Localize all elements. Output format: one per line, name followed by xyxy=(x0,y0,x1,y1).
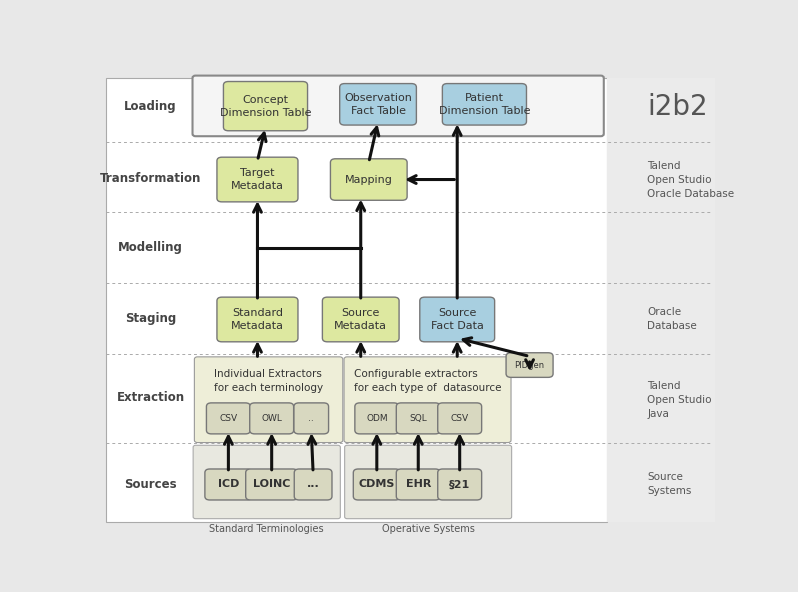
Text: Extraction: Extraction xyxy=(117,391,184,404)
Text: Patient
Dimension Table: Patient Dimension Table xyxy=(439,93,530,116)
FancyBboxPatch shape xyxy=(205,469,252,500)
FancyBboxPatch shape xyxy=(294,469,332,500)
FancyBboxPatch shape xyxy=(354,469,401,500)
Text: Concept
Dimension Table: Concept Dimension Table xyxy=(219,95,311,118)
Text: Talend
Open Studio
Java: Talend Open Studio Java xyxy=(647,381,712,419)
Text: OWL: OWL xyxy=(261,414,282,423)
Text: Observation
Fact Table: Observation Fact Table xyxy=(344,93,412,116)
Text: EHR: EHR xyxy=(405,480,431,490)
FancyBboxPatch shape xyxy=(193,445,340,519)
Text: Mapping: Mapping xyxy=(345,175,393,185)
Text: ...: ... xyxy=(306,480,319,490)
FancyBboxPatch shape xyxy=(217,297,298,342)
Text: CSV: CSV xyxy=(451,414,468,423)
FancyBboxPatch shape xyxy=(195,357,343,443)
FancyBboxPatch shape xyxy=(294,403,329,434)
FancyBboxPatch shape xyxy=(345,445,512,519)
FancyBboxPatch shape xyxy=(438,403,482,434)
Text: ODM: ODM xyxy=(366,414,388,423)
Text: Standard
Metadata: Standard Metadata xyxy=(231,308,284,331)
Text: PIDgen: PIDgen xyxy=(515,361,545,369)
FancyBboxPatch shape xyxy=(207,403,251,434)
Text: Modelling: Modelling xyxy=(118,242,183,255)
Text: Staging: Staging xyxy=(124,311,176,324)
Text: CSV: CSV xyxy=(219,414,238,423)
Text: Target
Metadata: Target Metadata xyxy=(231,168,284,191)
FancyBboxPatch shape xyxy=(442,83,527,125)
Text: LOINC: LOINC xyxy=(253,480,290,490)
FancyBboxPatch shape xyxy=(355,403,399,434)
FancyBboxPatch shape xyxy=(106,78,607,522)
Text: Individual Extractors
for each terminology: Individual Extractors for each terminolo… xyxy=(214,369,323,392)
FancyBboxPatch shape xyxy=(506,353,553,377)
FancyBboxPatch shape xyxy=(344,357,511,443)
FancyBboxPatch shape xyxy=(223,82,307,131)
Bar xyxy=(606,78,715,522)
FancyBboxPatch shape xyxy=(340,83,417,125)
Text: Standard Terminologies: Standard Terminologies xyxy=(209,524,324,534)
Text: Source
Fact Data: Source Fact Data xyxy=(431,308,484,331)
Text: ..: .. xyxy=(308,414,314,423)
Text: Configurable extractors
for each type of  datasource: Configurable extractors for each type of… xyxy=(354,369,501,392)
FancyBboxPatch shape xyxy=(217,157,298,202)
FancyBboxPatch shape xyxy=(192,76,604,136)
Text: SQL: SQL xyxy=(409,414,427,423)
Text: Oracle
Database: Oracle Database xyxy=(647,307,697,332)
Text: Source
Metadata: Source Metadata xyxy=(334,308,387,331)
Text: §21: §21 xyxy=(449,480,470,490)
Text: Loading: Loading xyxy=(124,100,177,113)
FancyBboxPatch shape xyxy=(246,469,298,500)
Text: Source
Systems: Source Systems xyxy=(647,472,691,497)
Text: CDMS: CDMS xyxy=(358,480,395,490)
Text: Talend
Open Studio
Oracle Database: Talend Open Studio Oracle Database xyxy=(647,160,734,198)
FancyBboxPatch shape xyxy=(322,297,399,342)
FancyBboxPatch shape xyxy=(330,159,407,200)
FancyBboxPatch shape xyxy=(420,297,495,342)
FancyBboxPatch shape xyxy=(397,403,440,434)
Text: Operative Systems: Operative Systems xyxy=(381,524,475,534)
Text: Transformation: Transformation xyxy=(100,172,201,185)
Text: i2b2: i2b2 xyxy=(647,92,708,121)
FancyBboxPatch shape xyxy=(250,403,294,434)
Text: Sources: Sources xyxy=(124,478,177,491)
FancyBboxPatch shape xyxy=(397,469,440,500)
FancyBboxPatch shape xyxy=(438,469,482,500)
Text: ICD: ICD xyxy=(218,480,239,490)
